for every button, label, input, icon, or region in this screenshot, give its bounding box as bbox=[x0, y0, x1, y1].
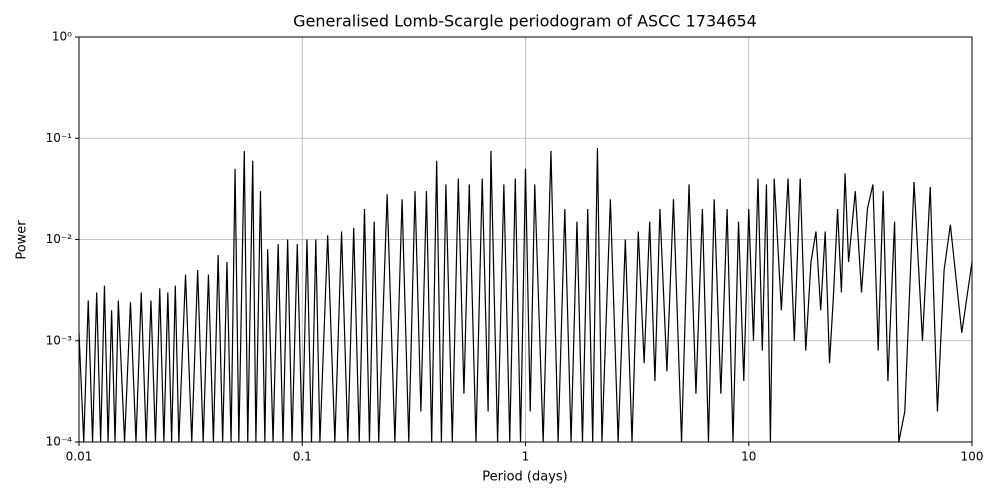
y-tick-label: 10⁻⁴ bbox=[46, 435, 73, 449]
y-tick-label: 10⁻³ bbox=[46, 333, 73, 347]
x-tick-label: 1 bbox=[522, 450, 530, 464]
x-tick-label: 100 bbox=[961, 450, 984, 464]
x-axis-label: Period (days) bbox=[482, 470, 568, 485]
plot-frame bbox=[78, 36, 973, 443]
y-tick-label: 10⁻² bbox=[46, 232, 73, 246]
x-tick-label: 10 bbox=[741, 450, 756, 464]
x-tick-label: 0.01 bbox=[66, 450, 93, 464]
periodogram-line bbox=[79, 148, 972, 442]
chart-title: Generalised Lomb-Scargle periodogram of … bbox=[293, 12, 757, 31]
y-tick-label: 10⁻¹ bbox=[46, 131, 73, 145]
y-axis-label: Power bbox=[15, 220, 30, 260]
y-tick-label: 10⁰ bbox=[52, 30, 72, 44]
x-tick-label: 0.1 bbox=[293, 450, 312, 464]
